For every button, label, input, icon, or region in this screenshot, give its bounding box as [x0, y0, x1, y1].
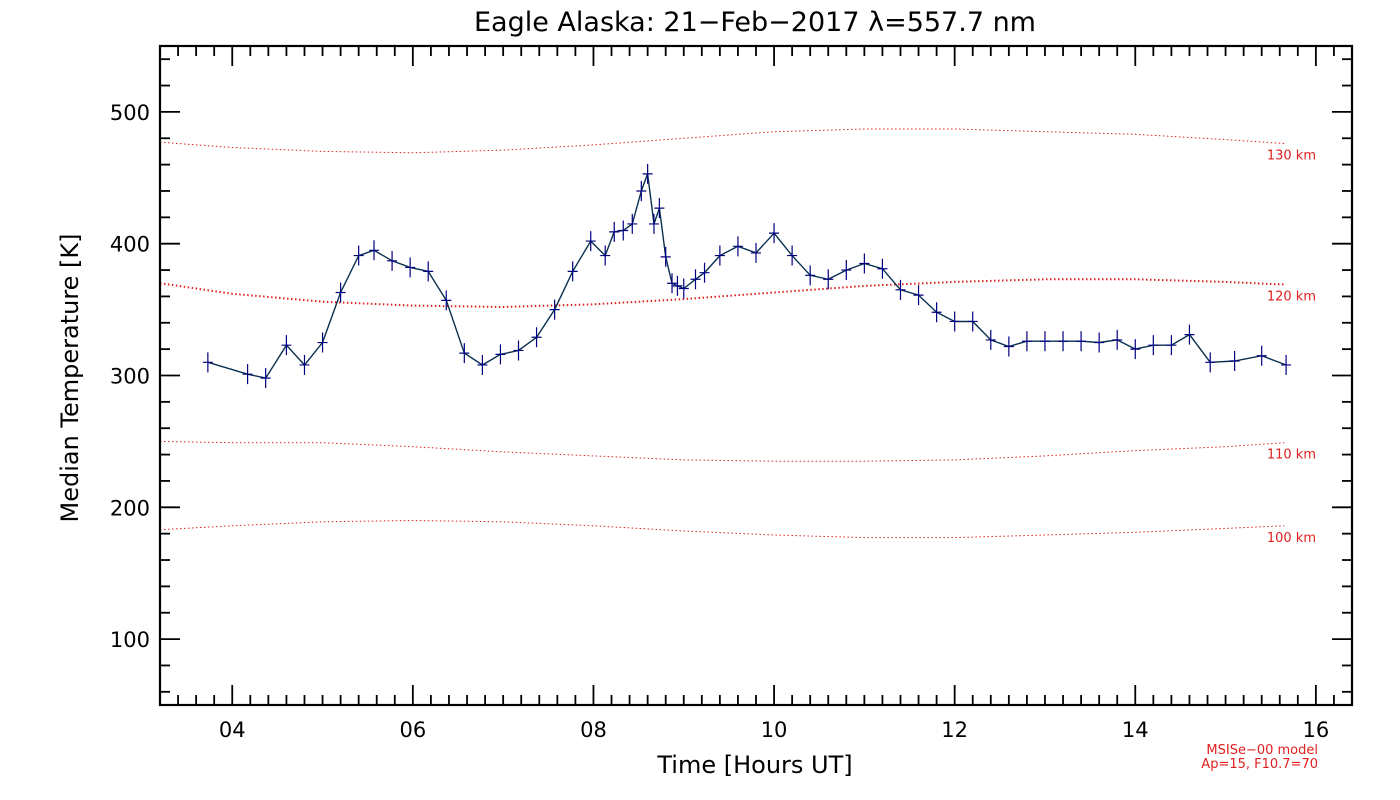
temperature-series: [202, 163, 1292, 389]
data-point: [636, 180, 647, 201]
data-point: [648, 213, 659, 234]
data-point: [787, 245, 798, 266]
y-tick-label: 200: [110, 496, 150, 520]
data-point: [841, 260, 852, 281]
data-point: [931, 302, 942, 323]
data-point: [260, 368, 271, 389]
model-curve-100-km: [159, 519, 1285, 539]
data-point: [877, 258, 888, 279]
data-point: [353, 245, 364, 266]
data-point: [823, 269, 834, 290]
axes: 04 06 08 10 12 14 16 100 200 300 400 500: [110, 44, 1354, 742]
data-point: [567, 261, 578, 282]
data-point: [618, 220, 629, 241]
data-point: [1205, 352, 1216, 373]
data-point: [609, 221, 620, 242]
model-curve-label: 120 km: [1267, 290, 1316, 305]
data-point: [1256, 345, 1267, 366]
data-point: [335, 282, 346, 303]
data-point: [805, 265, 816, 286]
model-curve-label: 110 km: [1267, 448, 1316, 463]
chart-title: Eagle Alaska: 21−Feb−2017 λ=557.7 nm: [474, 7, 1036, 38]
data-point: [1281, 354, 1292, 375]
data-point: [1184, 324, 1195, 345]
data-point: [531, 327, 542, 348]
data-point: [1166, 335, 1177, 356]
model-curves: 130 km 120 km 110 km 100 km: [159, 128, 1316, 546]
data-point: [1148, 335, 1159, 356]
data-point: [281, 335, 292, 356]
data-point: [660, 246, 671, 267]
data-point: [751, 242, 761, 263]
data-point: [1112, 329, 1123, 350]
x-tick-label: 12: [941, 718, 968, 742]
data-point: [913, 285, 924, 306]
data-point: [459, 343, 470, 364]
data-point: [202, 352, 213, 373]
data-point: [949, 311, 960, 332]
data-point: [1003, 336, 1014, 357]
data-point: [699, 262, 710, 283]
data-point: [585, 231, 596, 252]
y-tick-label: 100: [110, 628, 150, 652]
data-point: [769, 223, 780, 244]
data-point: [654, 198, 665, 219]
data-point: [423, 261, 434, 282]
data-point: [477, 354, 488, 375]
data-point: [627, 213, 638, 234]
model-curve-110-km: [159, 440, 1285, 462]
data-point: [242, 364, 253, 385]
x-tick-label: 04: [219, 718, 246, 742]
data-point: [317, 332, 328, 353]
x-tick-label: 16: [1303, 718, 1330, 742]
x-tick-label: 10: [761, 718, 788, 742]
data-point: [495, 344, 506, 365]
model-curve-130-km: [159, 128, 1285, 154]
data-point: [678, 278, 689, 299]
data-point: [667, 273, 678, 294]
data-point: [967, 311, 978, 332]
data-point: [387, 250, 398, 271]
x-tick-label: 06: [399, 718, 426, 742]
data-point: [859, 253, 870, 274]
data-point: [985, 329, 996, 350]
y-tick-label: 500: [110, 101, 150, 125]
data-point: [1229, 351, 1240, 372]
data-point: [714, 245, 725, 266]
data-point: [690, 269, 701, 290]
data-point: [299, 354, 310, 375]
data-point: [600, 245, 611, 266]
data-point: [1130, 339, 1141, 360]
x-tick-label: 08: [580, 718, 607, 742]
model-curve-label: 130 km: [1267, 149, 1316, 164]
data-point: [1076, 331, 1087, 352]
model-curve-label: 100 km: [1267, 531, 1316, 546]
data-point: [1058, 331, 1069, 352]
data-point: [642, 163, 653, 184]
model-parameters-annotation: Ap=15, F10.7=70: [1201, 757, 1318, 772]
data-point: [1021, 331, 1032, 352]
x-tick-label: 14: [1122, 718, 1149, 742]
y-axis-label: Median Temperature [K]: [56, 233, 84, 522]
data-point: [895, 279, 906, 300]
data-point: [672, 275, 683, 296]
y-tick-label: 400: [110, 233, 150, 257]
x-axis-label: Time [Hours UT]: [656, 751, 852, 779]
data-point: [1094, 332, 1105, 353]
data-point: [1039, 331, 1050, 352]
model-annotation: MSISe−00 model: [1206, 743, 1318, 758]
data-point: [732, 236, 743, 257]
data-point: [549, 299, 560, 320]
data-point: [441, 290, 452, 311]
y-tick-label: 300: [110, 365, 150, 389]
data-point: [369, 240, 380, 261]
data-point: [405, 257, 416, 278]
data-point: [513, 340, 524, 361]
